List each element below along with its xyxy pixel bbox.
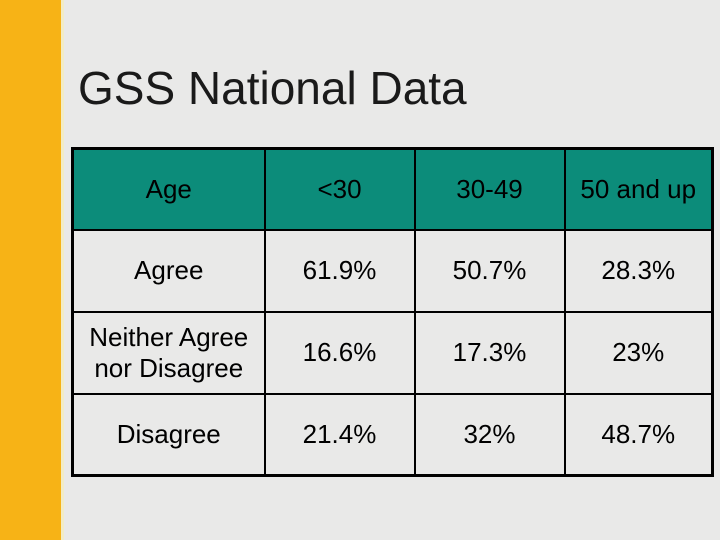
row-label: Agree xyxy=(71,228,266,313)
table-cell: 23% xyxy=(563,310,714,395)
header-cell-50-and-up: 50 and up xyxy=(563,147,714,231)
table-row-neither: Neither Agree nor Disagree 16.6% 17.3% 2… xyxy=(71,310,714,395)
table-cell: 32% xyxy=(413,392,566,477)
table-cell: 50.7% xyxy=(413,228,566,313)
table-cell: 48.7% xyxy=(563,392,714,477)
table-row-disagree: Disagree 21.4% 32% 48.7% xyxy=(71,392,714,477)
left-accent-strip xyxy=(61,0,64,540)
row-label: Disagree xyxy=(71,392,266,477)
header-cell-age: Age xyxy=(71,147,266,231)
table-cell: 21.4% xyxy=(263,392,416,477)
left-accent-bar xyxy=(0,0,61,540)
table-header-row: Age <30 30-49 50 and up xyxy=(71,147,714,231)
table-cell: 28.3% xyxy=(563,228,714,313)
table-row-agree: Agree 61.9% 50.7% 28.3% xyxy=(71,228,714,313)
header-cell-under-30: <30 xyxy=(263,147,416,231)
data-table: Age <30 30-49 50 and up Agree 61.9% 50.7… xyxy=(71,147,714,477)
header-cell-30-49: 30-49 xyxy=(413,147,566,231)
slide-title: GSS National Data xyxy=(78,62,467,114)
table-cell: 61.9% xyxy=(263,228,416,313)
table-cell: 16.6% xyxy=(263,310,416,395)
table-cell: 17.3% xyxy=(413,310,566,395)
row-label: Neither Agree nor Disagree xyxy=(71,310,266,395)
